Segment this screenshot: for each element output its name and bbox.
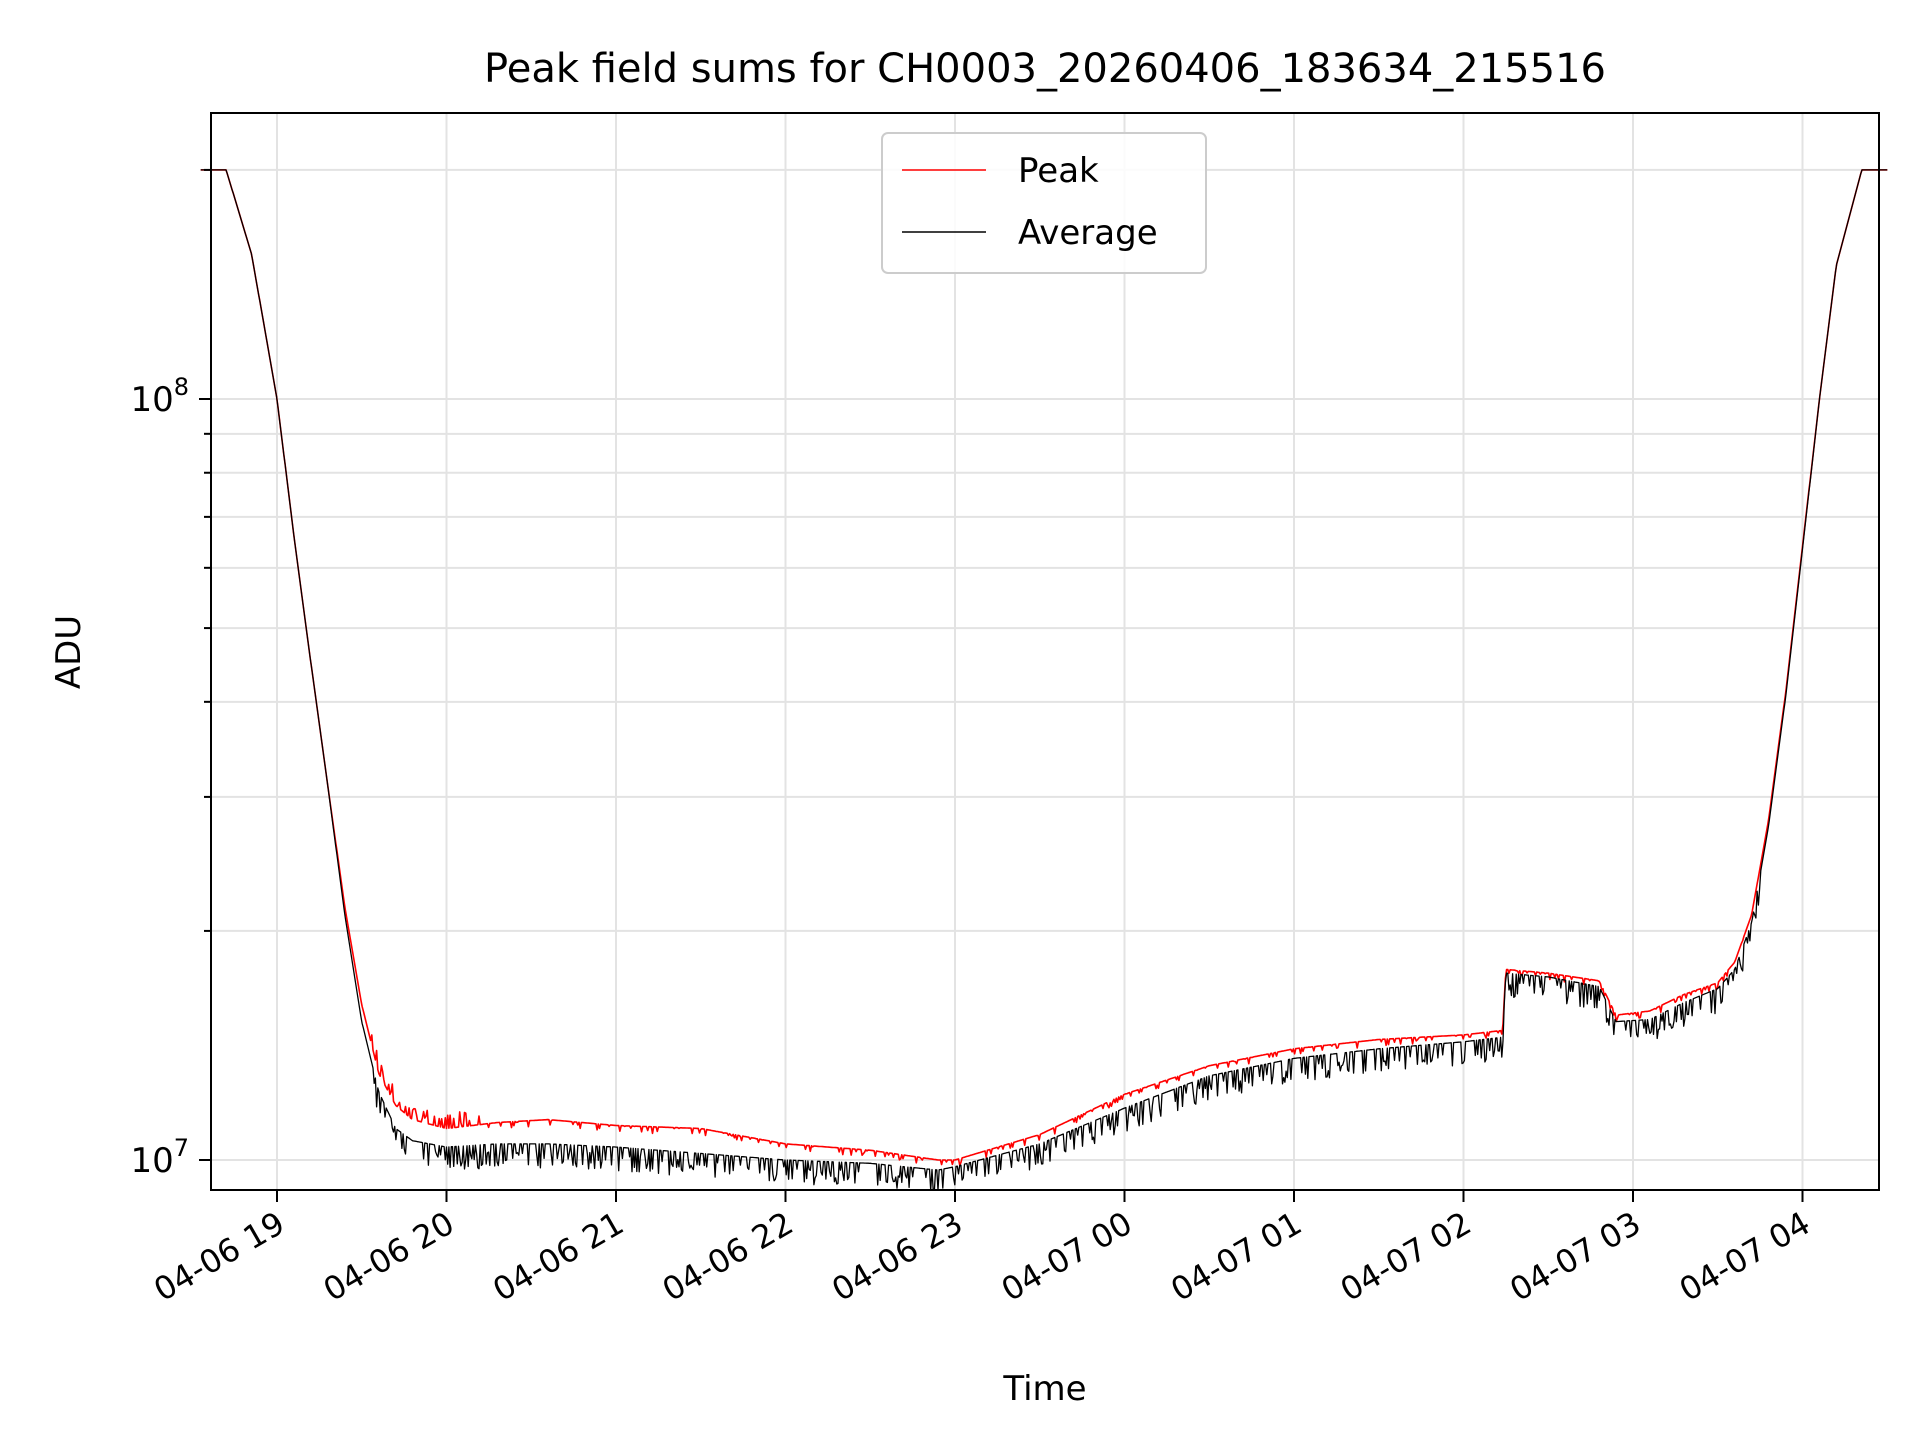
legend-box [881,132,1207,274]
plot-frame [210,112,1880,1191]
chart-title: Peak field sums for CH0003_20260406_1836… [484,46,1606,92]
y-axis-label: ADU [49,615,89,689]
grid [211,113,1879,1190]
y-tick-label: 108 [130,373,189,420]
legend: Peak Average [881,132,1207,274]
series-layer [200,169,1888,1191]
series-line-peak [200,169,1888,1166]
x-axis-label: Time [1002,1369,1086,1409]
y-tick-label: 107 [130,1134,189,1181]
legend-peak-label: Peak [1018,151,1099,191]
legend-average-label: Average [1018,213,1158,253]
series-line-average [200,169,1888,1191]
